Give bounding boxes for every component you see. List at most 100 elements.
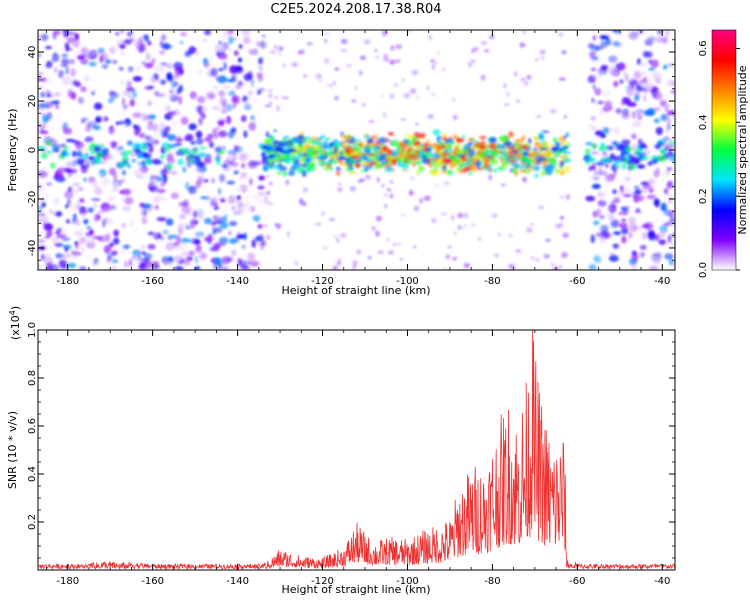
- heatmap-cell: [222, 84, 231, 90]
- heatmap-cell: [160, 182, 165, 187]
- colorbar-ticks: 0.0 0.2 0.4 0.6: [698, 41, 740, 278]
- heatmap-cell: [149, 185, 159, 193]
- heatmap-cell: [249, 205, 255, 213]
- heatmap-cell: [306, 161, 316, 168]
- heatmap-cell: [621, 218, 627, 223]
- heatmap-cell: [190, 188, 199, 194]
- heatmap-cell: [175, 111, 182, 116]
- heatmap-cell: [376, 177, 380, 183]
- heatmap-cell: [531, 256, 535, 260]
- heatmap-cell: [429, 34, 432, 41]
- heatmap-cell: [613, 168, 617, 176]
- heatmap-cell: [464, 155, 470, 158]
- heatmap-cell: [195, 245, 202, 253]
- heatmap-cell: [452, 256, 457, 261]
- heatmap-cell: [596, 100, 604, 105]
- heatmap-cell: [350, 155, 360, 160]
- heatmap-cell: [429, 153, 439, 159]
- heatmap-cell: [198, 152, 207, 158]
- heatmap-cell: [38, 107, 45, 111]
- heatmap-cell: [413, 246, 417, 249]
- heatmap-cell: [148, 85, 155, 89]
- heatmap-cell: [552, 159, 557, 166]
- heatmap-cell: [165, 105, 171, 111]
- heatmap-cell: [46, 150, 53, 154]
- heatmap-cell: [267, 161, 271, 165]
- heatmap-cell: [133, 124, 139, 130]
- heatmap-cell: [267, 201, 274, 206]
- heatmap-cell: [560, 221, 563, 228]
- heatmap-cell: [599, 107, 604, 117]
- heatmap-cell: [484, 49, 489, 53]
- heatmap-cell: [282, 96, 289, 100]
- heatmap-cell: [372, 147, 380, 153]
- heatmap-cell: [602, 90, 612, 97]
- heatmap-cell: [496, 156, 503, 159]
- heatmap-cell: [225, 115, 232, 125]
- heatmap-cell: [515, 99, 521, 103]
- heatmap-cell: [140, 244, 146, 250]
- heatmap-cell: [463, 263, 471, 268]
- heatmap-cell: [133, 128, 140, 137]
- heatmap-cell: [667, 234, 672, 244]
- heatmap-cell: [219, 198, 226, 203]
- heatmap-cell: [665, 104, 671, 109]
- heatmap-cell: [268, 93, 273, 99]
- heatmap-cell: [247, 48, 255, 55]
- heatmap-cell: [261, 156, 268, 161]
- heatmap-cell: [536, 156, 543, 164]
- heatmap-cell: [378, 136, 386, 143]
- heatmap-cell: [174, 71, 180, 80]
- heatmap-cell: [631, 133, 637, 140]
- heatmap-cell: [94, 257, 99, 264]
- heatmap-cell: [70, 250, 76, 256]
- heatmap-cell: [194, 231, 205, 237]
- heatmap-cell: [402, 79, 405, 82]
- heatmap-cell: [488, 174, 492, 181]
- heatmap-cell: [307, 149, 317, 157]
- x-tick-label: -120: [311, 276, 334, 287]
- colorbar: 0.0 0.2 0.4 0.6 Normalized spectral amplitu…: [698, 29, 749, 278]
- heatmap-cell: [652, 70, 657, 77]
- heatmap-cell: [217, 52, 228, 60]
- heatmap-cell: [122, 205, 132, 212]
- heatmap-cell: [48, 81, 56, 88]
- heatmap-cell: [217, 75, 228, 84]
- heatmap-cell: [646, 194, 657, 200]
- heatmap-cell: [282, 136, 290, 139]
- heatmap-cell: [468, 138, 475, 142]
- heatmap-cell: [177, 158, 185, 166]
- heatmap-cell: [299, 148, 306, 154]
- heatmap-cell: [145, 52, 151, 61]
- heatmap-cell: [213, 205, 220, 211]
- heatmap-cell: [522, 157, 532, 165]
- heatmap-cell: [669, 90, 675, 95]
- heatmap-cell: [587, 42, 595, 49]
- heatmap-cell: [400, 118, 407, 121]
- heatmap-cell: [251, 194, 260, 200]
- heatmap-cell: [611, 30, 619, 34]
- heatmap-cell: [359, 55, 366, 60]
- heatmap-cell: [386, 148, 393, 156]
- heatmap-cell: [532, 165, 540, 172]
- heatmap-cell: [247, 252, 255, 262]
- heatmap-cell: [416, 96, 420, 99]
- heatmap-cell: [628, 258, 638, 266]
- heatmap-cell: [602, 192, 606, 198]
- heatmap-cell: [338, 141, 343, 146]
- heatmap-cell: [258, 175, 265, 181]
- heatmap-cell: [114, 32, 119, 36]
- heatmap-cell: [565, 165, 570, 172]
- heatmap-cell: [138, 43, 144, 53]
- heatmap-cell: [503, 82, 507, 89]
- heatmap-cell: [642, 50, 649, 58]
- heatmap-cell: [41, 201, 46, 208]
- heatmap-cell: [590, 144, 597, 148]
- heatmap-cell: [133, 168, 143, 177]
- heatmap-cell: [332, 265, 338, 270]
- heatmap-cell: [410, 177, 414, 180]
- heatmap-cell: [663, 221, 671, 227]
- heatmap-cell: [375, 230, 380, 237]
- heatmap-cell: [178, 95, 182, 105]
- heatmap-cell: [243, 130, 248, 138]
